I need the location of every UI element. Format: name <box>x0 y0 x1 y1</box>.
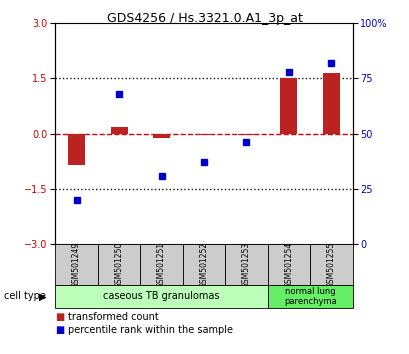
Bar <box>55 244 98 285</box>
Text: GSM501254: GSM501254 <box>284 241 293 288</box>
Bar <box>182 244 225 285</box>
Text: GSM501252: GSM501252 <box>199 241 208 288</box>
Text: ■: ■ <box>55 325 65 335</box>
Bar <box>55 285 267 308</box>
Bar <box>195 133 212 136</box>
Text: GSM501253: GSM501253 <box>241 241 250 288</box>
Text: caseous TB granulomas: caseous TB granulomas <box>103 291 219 302</box>
Bar <box>140 244 182 285</box>
Bar <box>68 133 85 165</box>
Text: GSM501249: GSM501249 <box>72 241 81 288</box>
Bar <box>309 244 352 285</box>
Text: GSM501255: GSM501255 <box>326 241 335 288</box>
Bar <box>98 244 140 285</box>
Bar <box>153 133 170 138</box>
Bar <box>110 127 127 133</box>
Bar <box>280 78 297 133</box>
Bar <box>267 244 309 285</box>
Text: ▶: ▶ <box>39 291 47 302</box>
Text: transformed count: transformed count <box>67 312 158 322</box>
Bar <box>322 73 339 133</box>
Text: GDS4256 / Hs.3321.0.A1_3p_at: GDS4256 / Hs.3321.0.A1_3p_at <box>107 12 302 25</box>
Text: cell type: cell type <box>4 291 46 302</box>
Bar <box>237 133 254 136</box>
Text: GSM501250: GSM501250 <box>114 241 123 288</box>
Text: percentile rank within the sample: percentile rank within the sample <box>67 325 232 335</box>
Text: ■: ■ <box>55 312 65 322</box>
Text: GSM501251: GSM501251 <box>157 241 166 288</box>
Text: normal lung
parenchyma: normal lung parenchyma <box>283 287 336 306</box>
Bar <box>225 244 267 285</box>
Bar <box>267 285 352 308</box>
